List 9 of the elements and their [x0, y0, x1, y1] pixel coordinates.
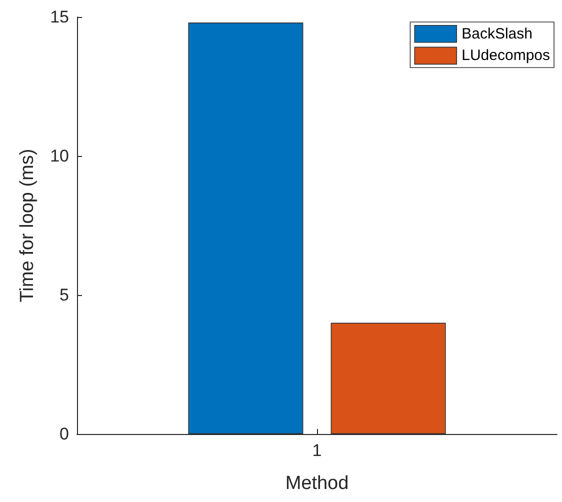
legend-label: LUdecompos	[462, 47, 550, 64]
y-tick-label: 15	[50, 8, 69, 26]
x-axis-title: Method	[285, 473, 349, 494]
y-axis-title: Time for loop (ms)	[17, 148, 38, 302]
y-tick-label: 0	[60, 424, 69, 444]
y-tick-label: 10	[50, 146, 69, 166]
x-tick-label: 1	[312, 441, 322, 460]
legend-label: BackSlash	[462, 25, 532, 42]
y-tick-label: 5	[60, 286, 69, 304]
